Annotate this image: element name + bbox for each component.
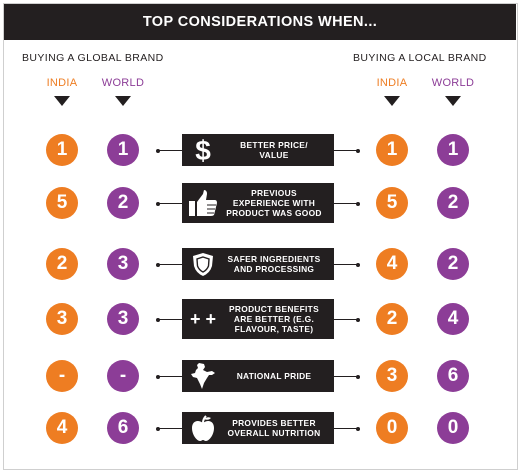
local-india-rank-badge: 0 [376,412,408,444]
apple-icon [188,412,218,444]
global-india-rank-badge: 2 [46,248,78,280]
local-india-rank-badge: 2 [376,303,408,335]
left-connector-dot [156,148,160,153]
global-world-rank-badge: 3 [107,248,139,280]
svg-text:+ +: + + [190,309,216,329]
left-connector-line [158,428,182,429]
page-title: TOP CONSIDERATIONS WHEN... [142,14,378,30]
right-connector-dot [356,374,360,379]
svg-text:$: $ [195,135,211,165]
global-india-rank-badge: 5 [46,187,78,219]
factor-label: PRODUCT BENEFITS ARE BETTER (E.G. FLAVOU… [229,304,319,334]
factor-label: SAFER INGREDIENTS AND PROCESSING [227,254,321,274]
factor-box: $ BETTER PRICE/ VALUE [182,134,334,166]
left-connector-dot [156,201,160,206]
factor-box: NATIONAL PRIDE [182,360,334,392]
local-brand-heading: BUYING A LOCAL BRAND [353,52,487,64]
left-connector-line [158,376,182,377]
left-connector-line [158,319,182,320]
factor-box: PROVIDES BETTER OVERALL NUTRITION [182,412,334,444]
local-world-rank-badge: 6 [437,360,469,392]
right-connector-dot [356,201,360,206]
local-world-rank-badge: 0 [437,412,469,444]
title-bar: TOP CONSIDERATIONS WHEN... [4,4,516,40]
global-world-rank-badge: 2 [107,187,139,219]
local-world-rank-badge: 1 [437,134,469,166]
right-connector-line [334,203,358,204]
left-connector-dot [156,317,160,322]
dollar-icon: $ [188,134,218,166]
left-connector-dot [156,374,160,379]
factor-label: PROVIDES BETTER OVERALL NUTRITION [227,418,321,438]
left-connector-line [158,203,182,204]
global-india-rank-badge: 4 [46,412,78,444]
global-india-rank-badge: 3 [46,303,78,335]
infographic-frame [3,3,518,470]
local-world-label: WORLD [431,77,475,89]
global-world-rank-badge: - [107,360,139,392]
left-connector-line [158,150,182,151]
left-connector-line [158,264,182,265]
global-world-label: WORLD [101,77,145,89]
plus-plus-icon: + + [188,299,218,339]
local-india-rank-badge: 3 [376,360,408,392]
local-india-label: INDIA [376,77,408,89]
right-connector-line [334,428,358,429]
global-brand-heading: BUYING A GLOBAL BRAND [22,52,164,64]
local-world-rank-badge: 4 [437,303,469,335]
right-connector-line [334,264,358,265]
right-connector-line [334,150,358,151]
left-connector-dot [156,426,160,431]
local-india-rank-badge: 1 [376,134,408,166]
shield-icon [188,248,218,280]
local-india-arrow-icon [384,96,400,106]
factor-box: SAFER INGREDIENTS AND PROCESSING [182,248,334,280]
right-connector-dot [356,426,360,431]
thumbs-up-icon [188,183,218,223]
global-world-rank-badge: 1 [107,134,139,166]
factor-label: NATIONAL PRIDE [236,371,312,381]
global-india-rank-badge: 1 [46,134,78,166]
factor-box: PREVIOUS EXPERIENCE WITH PRODUCT WAS GOO… [182,183,334,223]
factor-label: BETTER PRICE/ VALUE [240,140,308,160]
global-india-rank-badge: - [46,360,78,392]
global-world-rank-badge: 6 [107,412,139,444]
local-world-arrow-icon [445,96,461,106]
local-india-rank-badge: 5 [376,187,408,219]
right-connector-line [334,319,358,320]
local-india-rank-badge: 4 [376,248,408,280]
india-map-icon [188,360,218,392]
left-connector-dot [156,262,160,267]
right-connector-dot [356,317,360,322]
global-india-label: INDIA [46,77,78,89]
global-india-arrow-icon [54,96,70,106]
right-connector-dot [356,148,360,153]
local-world-rank-badge: 2 [437,187,469,219]
right-connector-dot [356,262,360,267]
factor-box: + + PRODUCT BENEFITS ARE BETTER (E.G. FLA… [182,299,334,339]
right-connector-line [334,376,358,377]
local-world-rank-badge: 2 [437,248,469,280]
global-world-rank-badge: 3 [107,303,139,335]
factor-label: PREVIOUS EXPERIENCE WITH PRODUCT WAS GOO… [226,188,322,218]
global-world-arrow-icon [115,96,131,106]
